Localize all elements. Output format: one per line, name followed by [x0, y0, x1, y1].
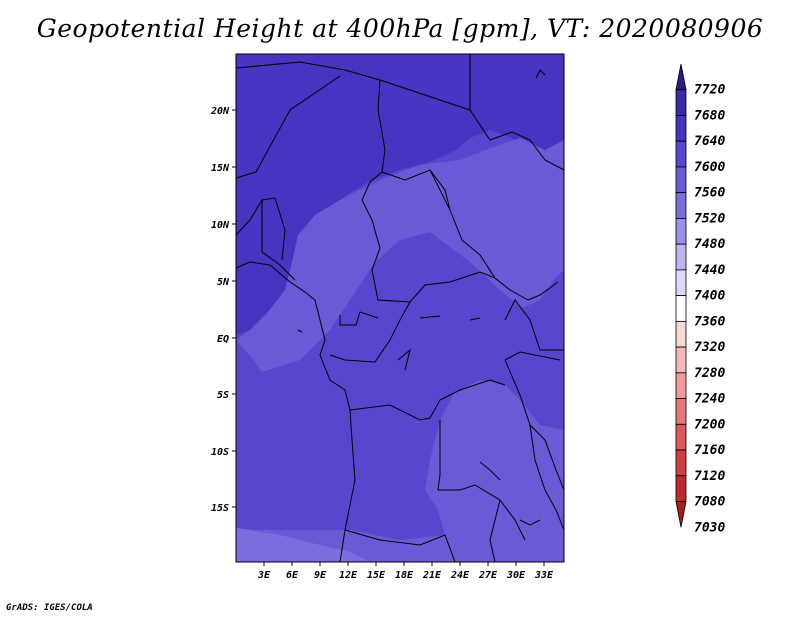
colorbar-swatch [675, 269, 687, 297]
colorbar-label: 7200 [694, 417, 725, 432]
lat-label: 5S [217, 390, 229, 401]
lon-label: 30E [506, 570, 526, 581]
colorbar-label: 7440 [694, 263, 725, 278]
lon-label: 24E [450, 570, 470, 581]
colorbar-label: 7320 [694, 340, 725, 355]
colorbar-label: 7160 [694, 443, 725, 458]
colorbar-label: 7560 [694, 186, 725, 201]
colorbar-swatch [675, 346, 687, 374]
colorbar-label: 7640 [694, 134, 725, 149]
colorbar-swatch [675, 295, 687, 322]
lon-label: 6E [286, 570, 299, 581]
colorbar-swatch [675, 423, 687, 451]
colorbar-swatch [675, 372, 687, 399]
colorbar-label: 7030 [694, 520, 725, 535]
colorbar-swatch [675, 243, 687, 271]
colorbar-swatch [675, 166, 687, 194]
colorbar-label: 7120 [694, 469, 725, 484]
colorbar-swatch [675, 115, 687, 142]
colorbar-swatch [675, 140, 687, 168]
fill-7520 [236, 528, 370, 562]
lat-axis: 20N 15N 10N 5N EQ 5S 10S 15S [210, 106, 236, 514]
colorbar-swatch [675, 192, 687, 219]
colorbar-label: 7680 [694, 108, 725, 123]
colorbar-arrow-top [675, 63, 687, 91]
lon-label: 12E [339, 570, 358, 581]
fill-7560-south [236, 340, 564, 562]
colorbar: 7720 7680 7640 7600 7560 7520 7480 7440 7400 7360… [675, 63, 725, 535]
colorbar-label: 7480 [694, 237, 725, 252]
map-title: Geopotential Height at 400hPa [gpm], VT:… [36, 14, 764, 43]
map-frame [235, 53, 565, 563]
lat-label: 15S [211, 503, 229, 514]
lon-label: 27E [478, 570, 498, 581]
lat-label: 15N [211, 163, 230, 174]
colorbar-swatch [675, 398, 687, 425]
colorbar-swatch [675, 320, 687, 348]
colorbar-label: 7600 [694, 160, 725, 175]
lat-label: 20N [210, 106, 230, 117]
lon-label: 21E [422, 570, 442, 581]
colorbar-label: 7400 [694, 289, 725, 304]
lon-label: 9E [314, 570, 327, 581]
colorbar-label: 7280 [694, 366, 725, 381]
colorbar-swatch [675, 449, 687, 477]
colorbar-arrow-bottom [675, 501, 687, 528]
colorbar-label: 7080 [694, 495, 725, 510]
colorbar-label: 7720 [694, 83, 725, 98]
lat-label: EQ [217, 334, 229, 345]
lon-label: 18E [395, 570, 414, 581]
lon-label: 15E [367, 570, 386, 581]
colorbar-label: 7360 [694, 314, 725, 329]
lon-label: 3E [257, 570, 271, 581]
lat-label: 10S [211, 447, 229, 458]
colorbar-swatch [675, 218, 687, 245]
colorbar-label: 7240 [694, 392, 725, 407]
footer-credit: GrADS: IGES/COLA [6, 603, 93, 613]
country-borders [236, 54, 564, 562]
colorbar-label: 7520 [694, 211, 725, 226]
lat-label: 5N [217, 277, 230, 288]
colorbar-swatch [675, 89, 687, 116]
colorbar-swatch [675, 475, 687, 502]
lon-axis: 3E 6E 9E 12E 15E 18E 21E 24E 27E 30E 33E [257, 562, 554, 581]
contour-fills [236, 54, 564, 562]
lon-label: 33E [534, 570, 554, 581]
lat-label: 10N [211, 220, 230, 231]
